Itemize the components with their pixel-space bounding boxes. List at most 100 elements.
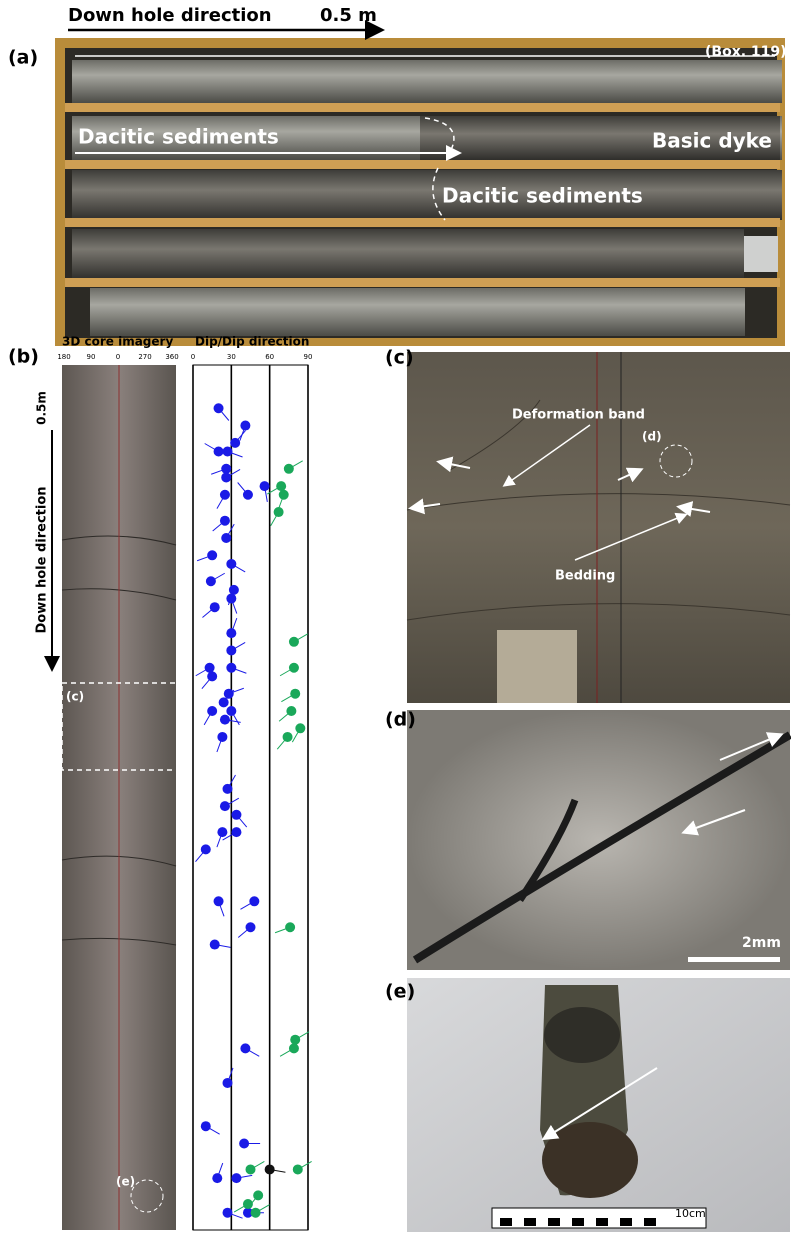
tadpole bbox=[210, 940, 220, 950]
direction-label: Down hole direction bbox=[35, 486, 50, 633]
tadpole bbox=[289, 637, 299, 647]
tadpole bbox=[265, 1164, 275, 1174]
tadpole bbox=[290, 1035, 300, 1045]
circle-label: (e) bbox=[116, 1175, 135, 1189]
tadpole bbox=[253, 1190, 263, 1200]
tadpole bbox=[226, 559, 236, 569]
tadpole bbox=[201, 1121, 211, 1131]
tadpole bbox=[210, 602, 220, 612]
tadpole bbox=[229, 585, 239, 595]
photo-e bbox=[407, 978, 790, 1232]
imagery-tick-label: 180 bbox=[57, 353, 70, 361]
dip-tick-label: 0 bbox=[191, 353, 195, 361]
imagery-tick-label: 270 bbox=[138, 353, 151, 361]
photo-d bbox=[407, 710, 790, 970]
tadpole bbox=[239, 1139, 249, 1149]
tadpole bbox=[274, 507, 284, 517]
tadpole bbox=[246, 922, 256, 932]
tadpole bbox=[249, 896, 259, 906]
tadpole bbox=[221, 533, 231, 543]
panel-label: (e) bbox=[385, 981, 415, 1003]
tadpole bbox=[217, 732, 227, 742]
figure-canvas: Down hole direction 0.5 m (a) (Box. 119)… bbox=[0, 0, 791, 1234]
direction-label: Down hole direction bbox=[68, 5, 272, 26]
tadpole bbox=[206, 576, 216, 586]
tadpole bbox=[223, 784, 233, 794]
tadpole bbox=[207, 706, 217, 716]
tadpole bbox=[283, 732, 293, 742]
tadpole bbox=[231, 1173, 241, 1183]
tadpole bbox=[223, 1208, 233, 1218]
tadpole bbox=[295, 723, 305, 733]
tadpole bbox=[220, 715, 230, 725]
tadpole bbox=[205, 663, 215, 673]
dip-tick-label: 90 bbox=[304, 353, 313, 361]
tadpole bbox=[226, 628, 236, 638]
panel-label: (c) bbox=[385, 347, 414, 369]
tadpole bbox=[226, 706, 236, 716]
tadpole bbox=[217, 827, 227, 837]
tadpole bbox=[246, 1164, 256, 1174]
tadpole bbox=[251, 1208, 261, 1218]
tadpole bbox=[276, 481, 286, 491]
tadpole bbox=[226, 645, 236, 655]
tadpole bbox=[260, 481, 270, 491]
imagery-title: 3D core imagery bbox=[62, 335, 173, 349]
scale-label: 0.5 m bbox=[320, 5, 377, 26]
panel-label: (d) bbox=[385, 709, 416, 731]
tadpole bbox=[220, 801, 230, 811]
tadpole bbox=[230, 438, 240, 448]
scale-label: 0.5m bbox=[35, 391, 49, 425]
tadpole bbox=[243, 490, 253, 500]
panel-label: (b) bbox=[8, 346, 39, 368]
unit-label: Dacitic sediments bbox=[78, 125, 279, 149]
annotation: Deformation band bbox=[512, 408, 645, 423]
imagery-tick-label: 0 bbox=[116, 353, 120, 361]
photo-c bbox=[407, 352, 790, 703]
tadpole bbox=[231, 827, 241, 837]
tadpole bbox=[214, 403, 224, 413]
tadpole bbox=[285, 922, 295, 932]
tadpole bbox=[226, 594, 236, 604]
tadpole bbox=[223, 447, 233, 457]
dip-tick-label: 60 bbox=[265, 353, 274, 361]
tadpole bbox=[214, 447, 224, 457]
box-label: (c) bbox=[66, 690, 84, 704]
tadpole bbox=[221, 472, 231, 482]
tadpole bbox=[201, 844, 211, 854]
dip-tick-label: 30 bbox=[227, 353, 236, 361]
unit-label: Basic dyke bbox=[652, 129, 772, 153]
tadpole bbox=[224, 689, 234, 699]
tadpole bbox=[207, 671, 217, 681]
imagery-tick-label: 360 bbox=[165, 353, 178, 361]
panel-label: (a) bbox=[8, 47, 38, 69]
tadpole bbox=[220, 490, 230, 500]
tadpole bbox=[279, 490, 289, 500]
tadpole bbox=[214, 896, 224, 906]
tadpole bbox=[220, 516, 230, 526]
tadpole bbox=[212, 1173, 222, 1183]
tadpole bbox=[284, 464, 294, 474]
imagery-tick-label: 90 bbox=[87, 353, 96, 361]
tadpole bbox=[207, 550, 217, 560]
tadpole bbox=[243, 1199, 253, 1209]
tadpole bbox=[240, 1043, 250, 1053]
tadpole bbox=[240, 421, 250, 431]
circle-label: (d) bbox=[642, 430, 662, 444]
core-imagery bbox=[62, 365, 177, 1230]
tadpole bbox=[286, 706, 296, 716]
tadpole bbox=[223, 1078, 233, 1088]
tadpole bbox=[293, 1164, 303, 1174]
tadpole-title: Dip/Dip direction bbox=[195, 335, 309, 349]
tadpole bbox=[231, 810, 241, 820]
scale-label: 10cm bbox=[675, 1207, 706, 1220]
tadpole bbox=[289, 1043, 299, 1053]
tadpole bbox=[290, 689, 300, 699]
unit-label: Dacitic sediments bbox=[442, 184, 643, 208]
tadpole bbox=[219, 697, 229, 707]
tadpole bbox=[289, 663, 299, 673]
tadpole bbox=[221, 464, 231, 474]
core-box-photo bbox=[55, 38, 785, 346]
annotation: Bedding bbox=[555, 569, 615, 584]
box-label: (Box. 119) bbox=[705, 44, 787, 60]
